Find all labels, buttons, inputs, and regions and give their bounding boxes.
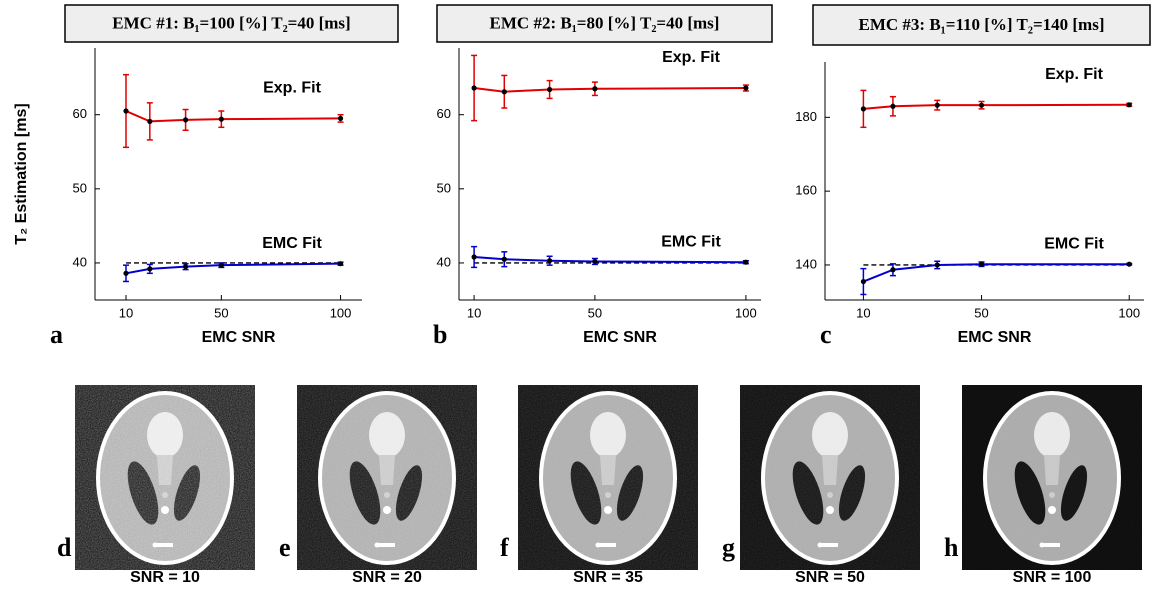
x-tick-label: 50 bbox=[588, 305, 602, 320]
phantom-image bbox=[73, 383, 257, 572]
data-point bbox=[934, 262, 940, 268]
data-point bbox=[890, 103, 896, 109]
data-point bbox=[592, 258, 598, 265]
y-tick-label: 50 bbox=[73, 180, 87, 195]
data-point bbox=[147, 266, 153, 272]
data-point bbox=[934, 102, 940, 108]
data-point bbox=[547, 86, 553, 93]
image-caption: SNR = 100 bbox=[1013, 569, 1092, 586]
panel-letter: c bbox=[820, 320, 832, 349]
image-letter: f bbox=[500, 533, 509, 562]
y-axis-label: T₂ Estimation [ms] bbox=[13, 103, 30, 244]
x-axis-label: EMC SNR bbox=[202, 329, 276, 346]
series-label: Exp. Fit bbox=[263, 80, 321, 97]
data-point bbox=[978, 102, 985, 108]
series-label: EMC Fit bbox=[262, 235, 322, 252]
x-tick-label: 10 bbox=[856, 305, 870, 320]
series-label: EMC Fit bbox=[661, 233, 721, 250]
image-caption: SNR = 50 bbox=[795, 569, 865, 586]
y-tick-label: 180 bbox=[795, 109, 817, 124]
panel-letter: b bbox=[433, 320, 447, 349]
data-point bbox=[147, 118, 153, 124]
series-line bbox=[125, 262, 341, 275]
data-point bbox=[471, 85, 477, 91]
data-point bbox=[860, 278, 866, 285]
image-letter: d bbox=[57, 533, 72, 562]
series-label: Exp. Fit bbox=[662, 49, 720, 66]
data-point bbox=[592, 86, 598, 92]
noise bbox=[962, 385, 1142, 570]
image-caption: SNR = 20 bbox=[352, 569, 422, 586]
data-point bbox=[890, 267, 896, 273]
series-label: EMC Fit bbox=[1044, 235, 1104, 252]
data-point bbox=[743, 85, 749, 91]
y-tick-label: 140 bbox=[795, 256, 817, 271]
x-tick-label: 10 bbox=[119, 305, 133, 320]
image-letter: h bbox=[944, 533, 959, 562]
noise bbox=[740, 385, 920, 570]
image-letter: e bbox=[279, 533, 291, 562]
y-tick-label: 60 bbox=[437, 106, 451, 121]
data-point bbox=[471, 254, 477, 260]
data-point bbox=[123, 270, 129, 276]
title-box bbox=[64, 4, 399, 43]
phantom-image bbox=[960, 383, 1144, 572]
data-point bbox=[337, 261, 344, 267]
image-letter: g bbox=[722, 533, 735, 562]
data-point bbox=[501, 89, 507, 95]
series-line bbox=[863, 103, 1130, 110]
data-point bbox=[743, 259, 749, 265]
data-point bbox=[978, 261, 985, 267]
data-point bbox=[860, 106, 866, 112]
data-point bbox=[182, 117, 189, 123]
series-line bbox=[863, 263, 1130, 283]
data-point bbox=[182, 264, 189, 270]
y-tick-label: 50 bbox=[437, 180, 451, 195]
x-tick-label: 100 bbox=[1118, 305, 1140, 320]
data-point bbox=[337, 115, 344, 122]
title-box bbox=[812, 4, 1151, 46]
chart-title: EMC #3: B₁=110 [%] T₂=140 [ms] bbox=[859, 15, 1105, 34]
noise bbox=[518, 385, 698, 570]
noise bbox=[75, 385, 255, 570]
image-caption: SNR = 10 bbox=[130, 569, 200, 586]
y-tick-label: 160 bbox=[795, 183, 817, 198]
y-tick-label: 60 bbox=[73, 106, 87, 121]
x-axis-label: EMC SNR bbox=[583, 329, 657, 346]
x-tick-label: 10 bbox=[467, 305, 481, 320]
series-label: Exp. Fit bbox=[1045, 66, 1103, 83]
series-line bbox=[125, 110, 341, 123]
x-tick-label: 50 bbox=[214, 305, 228, 320]
x-tick-label: 100 bbox=[330, 305, 352, 320]
chart-title: EMC #2: B₁=80 [%] T₂=40 [ms] bbox=[490, 13, 720, 32]
data-point bbox=[547, 258, 553, 264]
data-point bbox=[123, 108, 129, 114]
data-point bbox=[218, 262, 224, 268]
data-point bbox=[1126, 261, 1132, 267]
data-point bbox=[1126, 102, 1132, 108]
y-tick-label: 40 bbox=[73, 254, 87, 269]
series-line bbox=[474, 256, 746, 264]
title-box bbox=[436, 4, 773, 43]
x-tick-label: 100 bbox=[735, 305, 757, 320]
y-tick-label: 40 bbox=[437, 254, 451, 269]
chart-title: EMC #1: B₁=100 [%] T₂=40 [ms] bbox=[112, 13, 350, 32]
series-line bbox=[473, 87, 746, 93]
panel-letter: a bbox=[50, 320, 63, 349]
phantom-image bbox=[738, 383, 922, 572]
image-caption: SNR = 35 bbox=[573, 569, 643, 586]
noise bbox=[297, 385, 477, 570]
data-point bbox=[501, 256, 507, 262]
phantom-image bbox=[295, 383, 479, 572]
phantom-image bbox=[516, 383, 700, 572]
data-point bbox=[218, 116, 224, 122]
x-tick-label: 50 bbox=[974, 305, 988, 320]
x-axis-label: EMC SNR bbox=[958, 329, 1032, 346]
